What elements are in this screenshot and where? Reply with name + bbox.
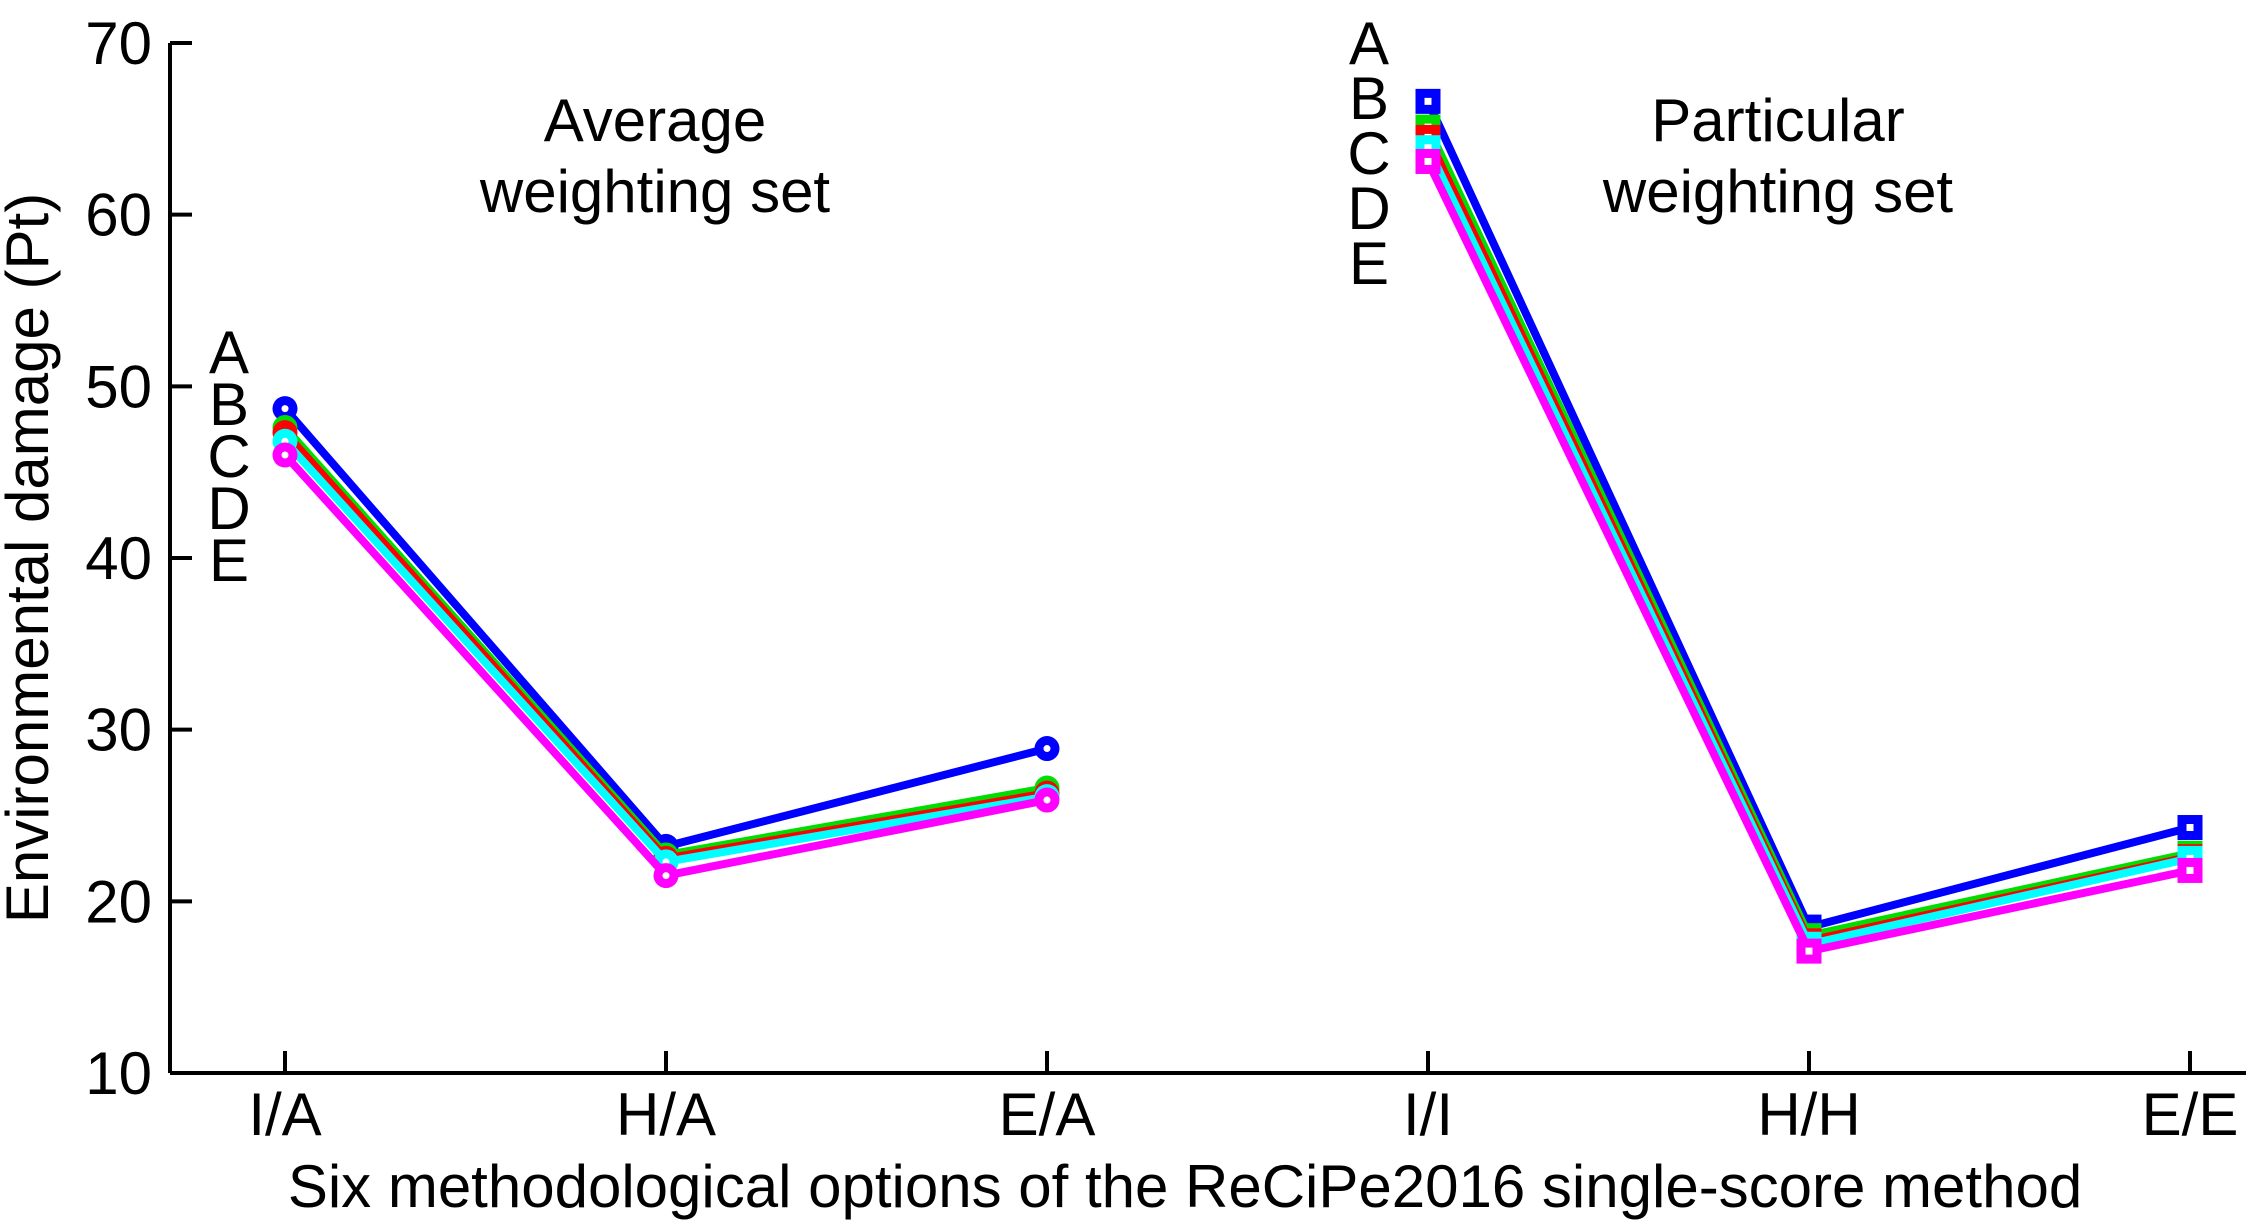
y-tick-label: 40	[85, 525, 152, 592]
legend-entry-C: C	[1347, 120, 1390, 187]
marker-square-center	[2186, 866, 2194, 874]
group-title-line2: weighting set	[1602, 158, 1954, 225]
series-line-A	[281, 404, 1051, 851]
y-tick-label: 10	[85, 1040, 152, 1107]
series-line-E	[1424, 157, 2194, 956]
legend-entry-B: B	[1349, 65, 1389, 132]
marker-circle-center	[281, 405, 289, 413]
series-line-B	[281, 423, 1051, 859]
marker-square-center	[1424, 157, 1432, 165]
legend-entry-E: E	[209, 527, 249, 594]
series-line-C	[281, 428, 1051, 863]
marker-square-center	[1424, 144, 1432, 152]
x-tick-label: H/H	[1757, 1081, 1860, 1148]
x-tick-label: I/A	[248, 1081, 321, 1148]
legend-entry-A: A	[1349, 10, 1389, 77]
group-title-line2: weighting set	[479, 158, 831, 225]
series-line-C	[1424, 133, 2194, 945]
legend-entry-D: D	[207, 475, 250, 542]
marker-circle-center	[1043, 745, 1051, 753]
marker-square-center	[2186, 824, 2194, 832]
y-tick-label: 70	[85, 10, 152, 77]
y-axis-label: Environmental damage (Pt)	[0, 193, 61, 923]
x-tick-label: I/I	[1403, 1081, 1453, 1148]
y-tick-label: 30	[85, 697, 152, 764]
x-tick-label: H/A	[616, 1081, 716, 1148]
series-line-D	[281, 437, 1051, 866]
x-axis-label: Six methodological options of the ReCiPe…	[288, 1153, 2082, 1220]
x-tick-label: E/A	[999, 1081, 1096, 1148]
y-tick-label: 60	[85, 182, 152, 249]
legend-entry-A: A	[209, 319, 249, 386]
group-title-line1: Average	[544, 87, 766, 154]
group-title-line1: Particular	[1651, 87, 1904, 154]
legend-entry-E: E	[1349, 230, 1389, 297]
series-line-A	[1424, 97, 2194, 932]
marker-square-center	[1805, 947, 1813, 955]
legend-entry-B: B	[209, 371, 249, 438]
legend-entry-D: D	[1347, 175, 1390, 242]
y-tick-label: 20	[85, 868, 152, 935]
y-tick-label: 50	[85, 353, 152, 420]
marker-circle-center	[662, 872, 670, 880]
series-line-B	[1424, 123, 2194, 940]
marker-square-center	[1424, 97, 1432, 105]
legend-entry-C: C	[207, 423, 250, 490]
x-tick-label: E/E	[2142, 1081, 2239, 1148]
marker-circle-center	[1043, 796, 1051, 804]
series-line-D	[1424, 143, 2194, 949]
marker-circle-center	[281, 451, 289, 459]
